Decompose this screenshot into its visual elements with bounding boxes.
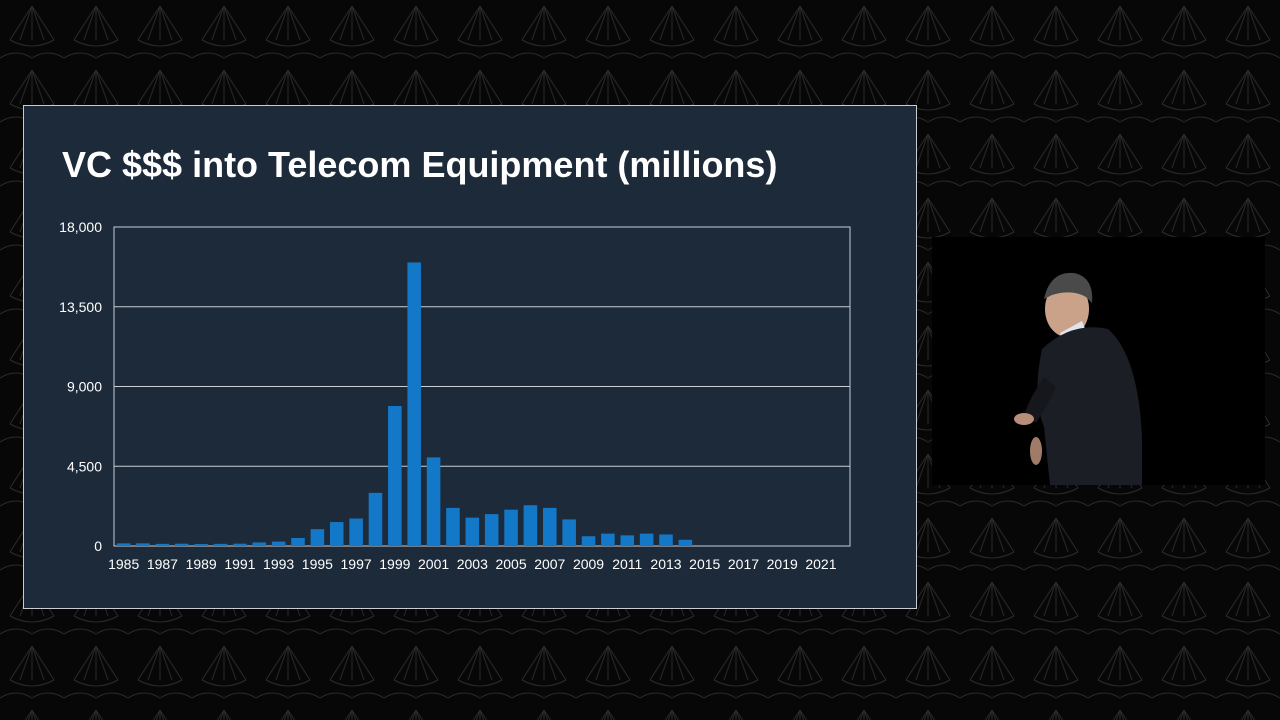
bar [484, 514, 499, 546]
y-tick-label: 13,500 [59, 299, 102, 315]
x-tick-label: 2011 [612, 556, 642, 572]
slide: VC $$$ into Telecom Equipment (millions)… [23, 105, 917, 609]
x-tick-label: 1999 [379, 556, 410, 572]
x-tick-label: 2015 [689, 556, 720, 572]
bar [155, 543, 170, 546]
bar [175, 543, 189, 546]
bar [543, 507, 557, 546]
bar [407, 262, 421, 546]
x-tick-label: 2003 [457, 556, 488, 572]
x-tick-label: 1987 [147, 556, 178, 572]
bar [233, 543, 247, 546]
bar [426, 457, 441, 546]
bar [349, 518, 363, 546]
bar [523, 505, 538, 546]
x-tick-label: 2005 [495, 556, 526, 572]
x-tick-label: 2021 [805, 556, 836, 572]
bar [291, 538, 305, 546]
bar [601, 533, 615, 546]
bar [136, 543, 150, 546]
bar [368, 492, 383, 546]
x-tick-label: 1985 [108, 556, 139, 572]
bar [194, 544, 208, 546]
x-tick-label: 2019 [767, 556, 798, 572]
bar [310, 529, 325, 546]
x-tick-label: 2001 [418, 556, 449, 572]
x-tick-label: 1989 [186, 556, 217, 572]
x-tick-label: 1991 [224, 556, 255, 572]
bar [465, 517, 480, 546]
x-tick-label: 2007 [534, 556, 565, 572]
bar [562, 519, 576, 546]
x-tick-label: 1997 [341, 556, 372, 572]
bar [659, 534, 673, 546]
bar [116, 543, 131, 546]
bar [581, 536, 596, 546]
bar [213, 543, 228, 546]
bar-chart: 0 4,500 9,000 13,500 18,000 1985 1987 1989 1991 1… [59, 219, 851, 572]
bar [388, 405, 402, 546]
x-tick-label: 2009 [573, 556, 604, 572]
x-tick-label: 1995 [302, 556, 333, 572]
presenter-figure [1014, 272, 1142, 485]
bar [446, 507, 460, 546]
y-tick-label: 0 [94, 538, 102, 554]
bar [620, 535, 635, 546]
y-tick-label: 18,000 [59, 219, 102, 235]
bar [271, 541, 286, 546]
x-tick-label: 2017 [728, 556, 759, 572]
speaker-video-panel [932, 237, 1265, 485]
bar [329, 522, 344, 546]
bar [252, 542, 267, 546]
bar [504, 509, 518, 546]
y-tick-label: 9,000 [67, 379, 102, 395]
x-tick-label: 2013 [650, 556, 681, 572]
x-tick-label: 1993 [263, 556, 294, 572]
y-tick-label: 4,500 [67, 458, 102, 474]
bar [678, 539, 693, 546]
chart-title: VC $$$ into Telecom Equipment (millions) [62, 144, 778, 185]
bar [639, 533, 654, 546]
